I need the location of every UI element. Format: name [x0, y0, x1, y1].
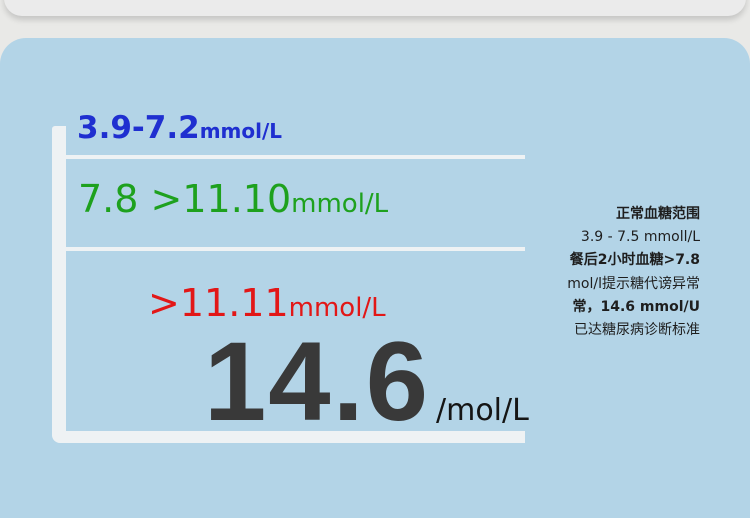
prediabetes-range-value: 7.8 >11.10: [78, 177, 292, 221]
normal-range-value: 3.9-7.2: [77, 110, 200, 146]
normal-range-unit: mmol/L: [199, 119, 283, 143]
reading-value: 14.6: [204, 319, 430, 444]
reading: 14.6 /mol/L: [204, 326, 529, 438]
diabetes-range: >11.11mmol/L: [148, 284, 386, 322]
note-line: 常，14.6 mmol/U: [572, 298, 701, 315]
note-line: 已达糖尿病诊断标准: [574, 322, 700, 339]
prediabetes-range-unit: mmol/L: [291, 189, 389, 219]
explanation-note: 正常血糖范围 3.9 - 7.5 mmoll/L 餐后2小时血糖>7.8 mol…: [567, 203, 700, 342]
top-card: [4, 0, 746, 16]
note-line: 餐后2小时血糖>7.8: [569, 252, 700, 269]
note-line: 正常血糖范围: [616, 206, 700, 222]
note-line: 3.9 - 7.5 mmoll/L: [580, 229, 700, 246]
reading-unit: /mol/L: [435, 393, 529, 428]
bracket-vertical: [52, 126, 66, 442]
divider-line: [66, 247, 525, 251]
note-line: mol/l提示糖代谤异常: [567, 275, 700, 292]
prediabetes-range: 7.8 >11.10mmol/L: [78, 180, 388, 218]
diabetes-range-value: >11.11: [148, 281, 289, 325]
diabetes-range-unit: mmol/L: [288, 293, 386, 323]
divider-line: [66, 155, 525, 159]
normal-range: 3.9-7.2mmol/L: [77, 113, 282, 144]
bracket-bottom: [52, 431, 525, 443]
